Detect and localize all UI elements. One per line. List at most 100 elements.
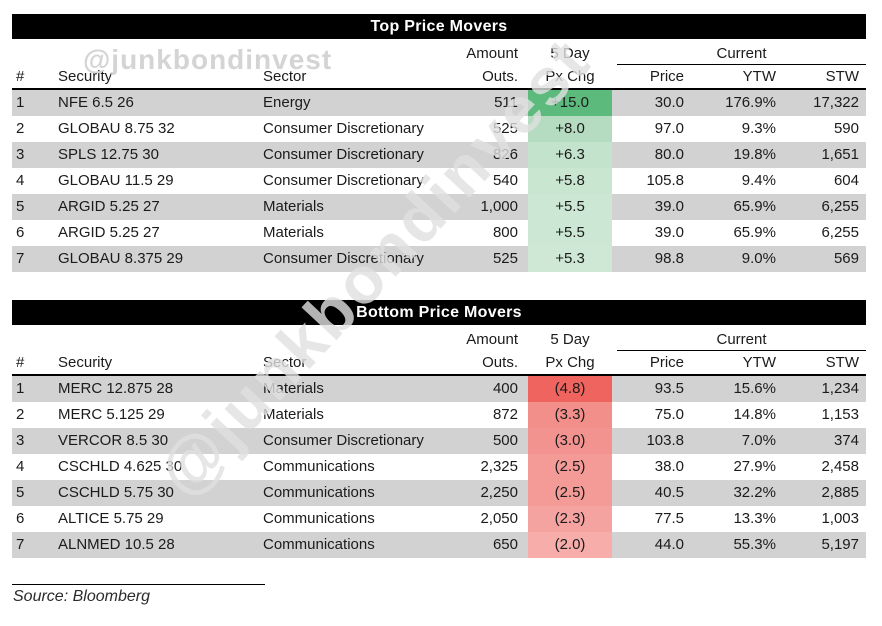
- col-header-pxchg: Px Chg: [545, 68, 595, 85]
- sector-cell: Consumer Discretionary: [263, 172, 424, 189]
- amount-outstanding-cell: 872: [492, 406, 518, 423]
- stw-cell: 1,003: [821, 510, 859, 527]
- stw-cell: 2,885: [821, 484, 859, 501]
- table-title: Bottom Price Movers: [356, 304, 522, 321]
- security-cell: GLOBAU 8.75 32: [58, 120, 175, 137]
- px-change-cell: (2.0): [528, 532, 612, 558]
- col-header-security: Security: [58, 68, 113, 85]
- source-attribution: Source: Bloomberg: [13, 588, 150, 605]
- stw-cell: 6,255: [821, 198, 859, 215]
- col-header-num: #: [16, 354, 25, 371]
- table-row: 2 MERC 5.125 29 Materials 872 (3.3) 75.0 14.8%…: [12, 402, 866, 428]
- amount-outstanding-cell: 400: [492, 380, 518, 397]
- stw-cell: 604: [833, 172, 859, 189]
- ytw-cell: 7.0%: [741, 432, 776, 449]
- header-row-group: Amount 5 Day Current: [12, 42, 866, 65]
- ytw-cell: 27.9%: [733, 458, 776, 475]
- table-row: 3 VERCOR 8.5 30 Consumer Discretionary 500 (…: [12, 428, 866, 454]
- px-change-cell: +8.0: [528, 116, 612, 142]
- table-row: 5 CSCHLD 5.75 30 Communications 2,250 (2.5) 4…: [12, 480, 866, 506]
- col-header-security: Security: [58, 354, 113, 371]
- security-cell: SPLS 12.75 30: [58, 146, 159, 163]
- amount-outstanding-cell: 2,325: [480, 458, 518, 475]
- table-row: 1 NFE 6.5 26 Energy 511 +15.0 30.0 176.9% 17,32…: [12, 90, 866, 116]
- px-change-cell: (2.5): [528, 454, 612, 480]
- header-row-columns: # Security Sector Outs. Px Chg Price YTW…: [12, 351, 866, 374]
- sector-cell: Consumer Discretionary: [263, 432, 424, 449]
- amount-outstanding-cell: 540: [492, 172, 518, 189]
- table-header: Amount 5 Day Current # Security Sector O…: [12, 42, 866, 90]
- amount-outstanding-cell: 1,000: [480, 198, 518, 215]
- col-header-stw: STW: [825, 354, 859, 371]
- table-row: 7 ALNMED 10.5 28 Communications 650 (2.0) 44.…: [12, 532, 866, 558]
- sector-cell: Materials: [263, 406, 324, 423]
- col-header-price: Price: [649, 354, 684, 371]
- top-price-movers-table: Top Price Movers Amount 5 Day Current # …: [12, 14, 866, 272]
- stw-cell: 2,458: [821, 458, 859, 475]
- ytw-cell: 65.9%: [733, 198, 776, 215]
- ytw-cell: 65.9%: [733, 224, 776, 241]
- header-row-columns: # Security Sector Outs. Px Chg Price YTW…: [12, 65, 866, 88]
- security-cell: GLOBAU 11.5 29: [58, 172, 174, 189]
- stw-cell: 374: [833, 432, 859, 449]
- table-row: 6 ARGID 5.25 27 Materials 800 +5.5 39.0 65.9% 6…: [12, 220, 866, 246]
- col-header-num: #: [16, 68, 25, 85]
- price-cell: 40.5: [654, 484, 684, 501]
- row-number-cell: 1: [16, 380, 25, 397]
- sector-cell: Consumer Discretionary: [263, 146, 424, 163]
- ytw-cell: 19.8%: [733, 146, 776, 163]
- security-cell: ARGID 5.25 27: [58, 198, 160, 215]
- price-cell: 93.5: [654, 380, 684, 397]
- px-change-cell: +5.8: [528, 168, 612, 194]
- ytw-cell: 13.3%: [733, 510, 776, 527]
- col-header-pxchg: Px Chg: [545, 354, 595, 371]
- price-cell: 103.8: [646, 432, 684, 449]
- sector-cell: Consumer Discretionary: [263, 120, 424, 137]
- security-cell: CSCHLD 5.75 30: [58, 484, 174, 501]
- amount-outstanding-cell: 525: [492, 250, 518, 267]
- ytw-cell: 9.0%: [741, 250, 776, 267]
- ytw-cell: 176.9%: [725, 94, 776, 111]
- table-row: 2 GLOBAU 8.75 32 Consumer Discretionary 525…: [12, 116, 866, 142]
- amount-outstanding-cell: 511: [494, 94, 518, 111]
- bottom-price-movers-table: Bottom Price Movers Amount 5 Day Current…: [12, 300, 866, 558]
- ytw-cell: 9.4%: [741, 172, 776, 189]
- sector-cell: Communications: [263, 510, 375, 527]
- col-header-stw: STW: [825, 68, 859, 85]
- row-number-cell: 7: [16, 536, 25, 553]
- price-cell: 39.0: [654, 224, 684, 241]
- security-cell: NFE 6.5 26: [58, 94, 134, 111]
- table-title: Top Price Movers: [370, 18, 508, 35]
- col-header-sector: Sector: [263, 68, 307, 85]
- security-cell: ARGID 5.25 27: [58, 224, 160, 241]
- security-cell: GLOBAU 8.375 29: [58, 250, 184, 267]
- table-row: 7 GLOBAU 8.375 29 Consumer Discretionary 52…: [12, 246, 866, 272]
- price-cell: 30.0: [654, 94, 684, 111]
- price-cell: 38.0: [654, 458, 684, 475]
- col-header-5day: 5 Day: [550, 45, 590, 62]
- ytw-cell: 55.3%: [733, 536, 776, 553]
- amount-outstanding-cell: 500: [492, 432, 518, 449]
- header-row-group: Amount 5 Day Current: [12, 328, 866, 351]
- stw-cell: 569: [833, 250, 859, 267]
- stw-cell: 6,255: [821, 224, 859, 241]
- row-number-cell: 3: [16, 432, 25, 449]
- amount-outstanding-cell: 2,050: [480, 510, 518, 527]
- sector-cell: Communications: [263, 484, 375, 501]
- px-change-cell: +5.3: [528, 246, 612, 272]
- row-number-cell: 5: [16, 198, 25, 215]
- row-number-cell: 6: [16, 510, 25, 527]
- source-divider-line: [12, 584, 265, 585]
- stw-cell: 590: [833, 120, 859, 137]
- sector-cell: Communications: [263, 458, 375, 475]
- sector-cell: Consumer Discretionary: [263, 250, 424, 267]
- amount-outstanding-cell: 2,250: [480, 484, 518, 501]
- sector-cell: Communications: [263, 536, 375, 553]
- price-cell: 105.8: [646, 172, 684, 189]
- row-number-cell: 4: [16, 172, 25, 189]
- col-header-ytw: YTW: [742, 354, 776, 371]
- sector-cell: Energy: [263, 94, 311, 111]
- price-cell: 75.0: [654, 406, 684, 423]
- ytw-cell: 32.2%: [733, 484, 776, 501]
